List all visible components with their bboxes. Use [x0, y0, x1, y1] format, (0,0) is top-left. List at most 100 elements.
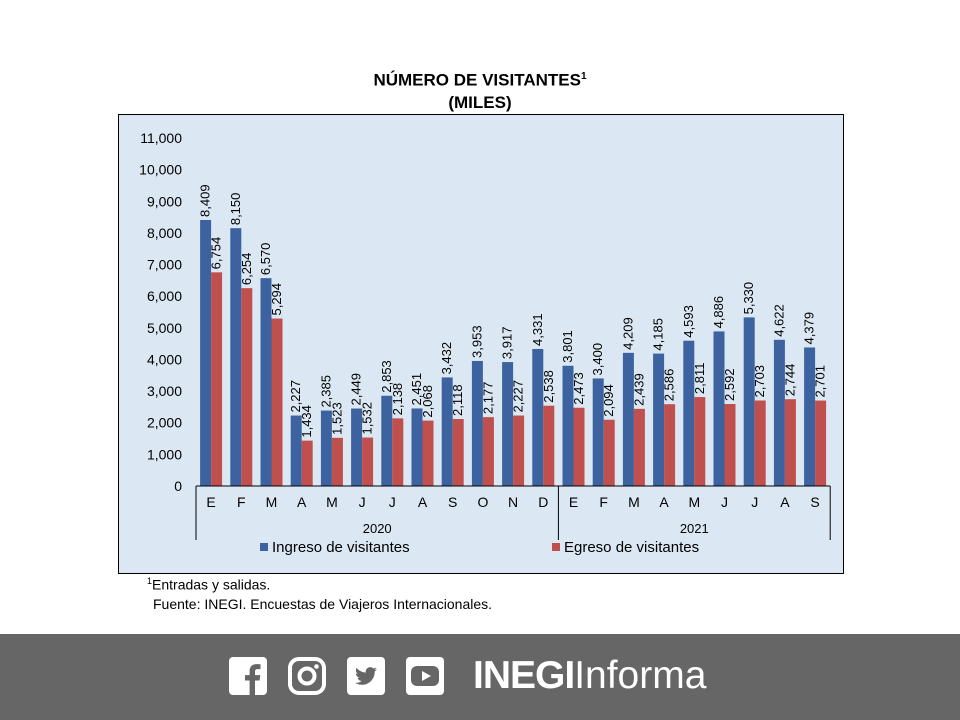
footer-bar: INEGIInforma	[0, 634, 960, 720]
bar	[784, 399, 796, 486]
x-tick-label: J	[721, 494, 728, 510]
footnote-text: Entradas y salidas.	[152, 576, 271, 593]
facebook-icon[interactable]	[229, 657, 267, 695]
bar-value-label: 5,330	[741, 282, 756, 315]
bar-value-label: 8,409	[198, 184, 213, 217]
bar-value-label: 2,177	[480, 382, 495, 415]
bar	[562, 365, 574, 486]
x-tick-label: A	[297, 494, 307, 510]
bar	[422, 420, 434, 486]
y-tick-label: 0	[174, 478, 182, 494]
legend-label: Egreso de visitantes	[564, 539, 699, 556]
chart-title: NÚMERO DE VISITANTES1 (MILES)	[0, 66, 960, 114]
y-tick-label: 7,000	[147, 257, 182, 273]
bar-value-label: 2,811	[692, 362, 707, 394]
bar	[502, 362, 514, 486]
bar-value-label: 3,400	[590, 343, 605, 376]
bar-value-label: 4,185	[651, 318, 666, 351]
bar	[230, 228, 242, 486]
x-tick-label: J	[359, 494, 366, 510]
bar-value-label: 3,432	[439, 342, 454, 375]
x-tick-label: S	[448, 494, 457, 510]
bar-value-label: 2,227	[511, 380, 526, 413]
x-tick-label: M	[266, 494, 278, 510]
bar	[532, 348, 544, 486]
bar	[694, 397, 706, 486]
x-tick-label: F	[599, 494, 608, 510]
bar	[320, 410, 332, 486]
bar-value-label: 4,886	[711, 296, 726, 329]
bar-value-label: 2,068	[420, 385, 435, 418]
y-tick-label: 3,000	[147, 383, 182, 399]
bar-value-label: 2,439	[631, 373, 646, 406]
footnote-mark: 1	[147, 576, 153, 586]
bar	[622, 352, 634, 486]
bar	[513, 415, 525, 486]
bar-value-label: 6,570	[258, 243, 273, 276]
bar-value-label: 4,379	[802, 312, 817, 345]
bar	[392, 418, 404, 486]
bar	[381, 395, 393, 486]
bar	[773, 339, 785, 486]
bar-value-label: 8,150	[228, 193, 243, 226]
bar	[301, 440, 313, 486]
twitter-icon[interactable]	[347, 657, 385, 695]
bar-value-label: 2,701	[813, 365, 828, 398]
x-tick-label: J	[751, 494, 758, 510]
bar	[441, 377, 453, 486]
bar	[754, 400, 766, 486]
bar	[482, 417, 494, 486]
bar	[713, 331, 725, 486]
bar-value-label: 2,138	[390, 383, 405, 416]
bar	[633, 408, 645, 486]
inegi-informa-logo[interactable]: INEGIInforma	[473, 652, 706, 700]
x-tick-label: D	[538, 494, 548, 510]
bar	[351, 408, 363, 486]
bar-value-label: 1,434	[299, 405, 314, 438]
visitors-bar-chart: 0 1,000 2,000 3,000 4,000 5,000 6,000 7,000 8,00…	[118, 114, 844, 574]
title-footnote-mark: 1	[580, 71, 587, 82]
y-tick-label: 6,000	[147, 288, 182, 304]
x-tick-label: S	[810, 494, 819, 510]
x-tick-label: A	[780, 494, 790, 510]
x-tick-label: M	[628, 494, 640, 510]
x-tick-label: M	[326, 494, 338, 510]
x-tick-label: J	[389, 494, 396, 510]
x-tick-label: E	[206, 494, 215, 510]
instagram-icon[interactable]	[288, 657, 326, 695]
x-tick-label: N	[508, 494, 518, 510]
bar	[331, 437, 343, 486]
bar-value-label: 4,331	[530, 313, 545, 346]
chart-subtitle: (MILES)	[448, 92, 512, 112]
brand-bold: INEGI	[473, 654, 575, 697]
y-tick-label: 8,000	[147, 225, 182, 241]
bar	[603, 419, 615, 486]
bar	[260, 278, 272, 486]
x-tick-label: O	[477, 494, 488, 510]
x-tick-label: A	[659, 494, 669, 510]
y-tick-label: 10,000	[139, 162, 182, 178]
bar	[411, 408, 423, 486]
bar-value-label: 3,953	[469, 325, 484, 358]
bar	[724, 403, 736, 486]
bar-value-label: 2,853	[379, 360, 394, 393]
bar	[362, 437, 374, 486]
y-tick-label: 9,000	[147, 193, 182, 209]
bar-value-label: 3,801	[560, 330, 575, 363]
bar	[471, 360, 483, 486]
bar-value-label: 6,254	[239, 253, 254, 286]
bar	[271, 318, 283, 486]
bar	[683, 340, 695, 486]
y-tick-label: 11,000	[140, 130, 182, 146]
bar	[804, 347, 816, 486]
bar-value-label: 2,744	[782, 364, 797, 397]
bar-value-label: 2,592	[722, 368, 737, 401]
x-tick-label: A	[418, 494, 428, 510]
bar-value-label: 2,703	[752, 365, 767, 398]
brand-light: Informa	[574, 654, 707, 697]
bar-value-label: 2,449	[349, 373, 364, 406]
bar	[211, 272, 223, 486]
youtube-icon[interactable]	[406, 657, 444, 695]
bar-value-label: 2,385	[318, 375, 333, 408]
legend-swatch	[552, 543, 560, 551]
